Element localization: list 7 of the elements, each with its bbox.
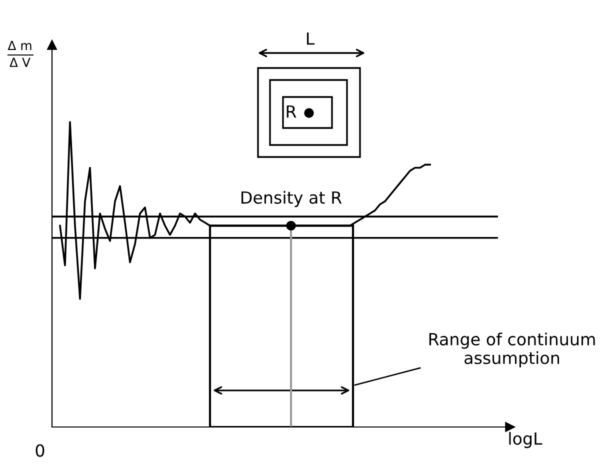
text: R [286, 105, 296, 118]
x-axis-title: logL [509, 432, 542, 448]
annotation: Range of continuum assumption [429, 332, 595, 368]
text: L [306, 32, 315, 45]
text: 0 [36, 444, 44, 457]
annotation: Density at R [241, 190, 342, 208]
y-axis-title: Δ m Δ V [8, 40, 32, 67]
